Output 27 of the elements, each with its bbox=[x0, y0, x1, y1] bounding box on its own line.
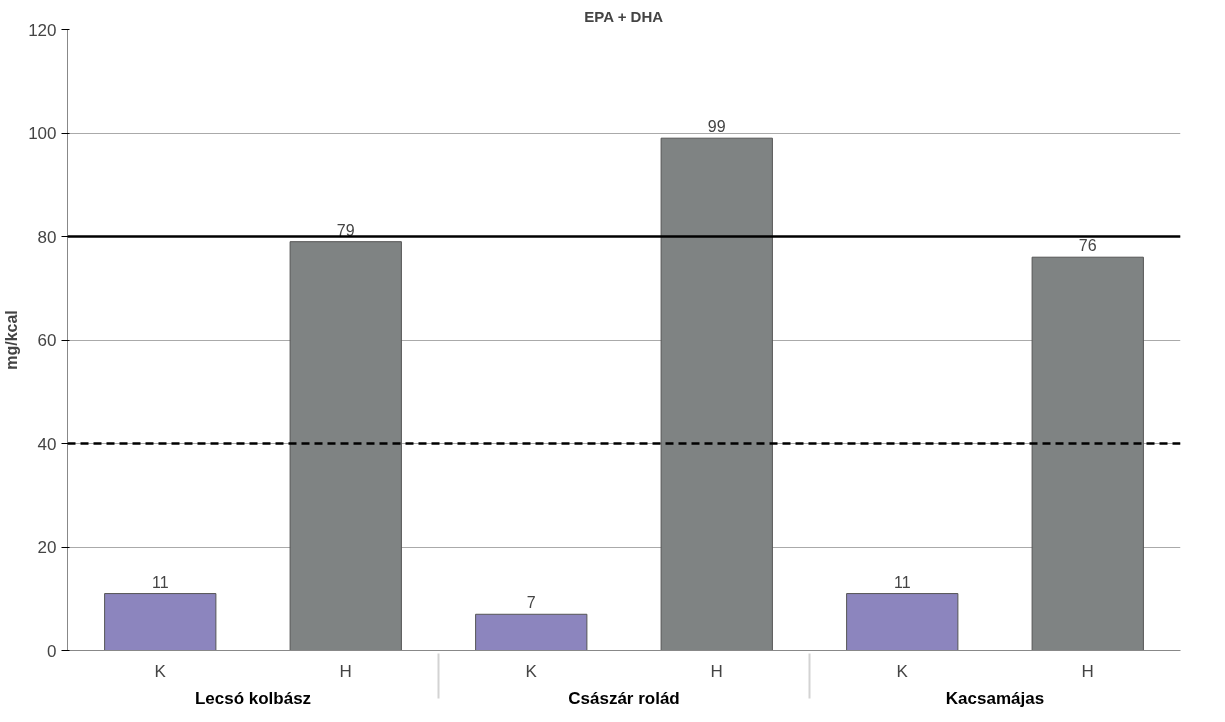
y-tick-label: 40 bbox=[37, 434, 57, 454]
x-tick-label: H bbox=[1081, 661, 1094, 681]
chart-title: EPA + DHA bbox=[584, 7, 664, 25]
text: Császár rolád bbox=[568, 688, 680, 708]
y-tick-label: 0 bbox=[47, 641, 57, 661]
bar bbox=[846, 593, 959, 651]
data-label: 11 bbox=[893, 573, 911, 591]
bar bbox=[475, 613, 588, 651]
data-label: 76 bbox=[1078, 237, 1097, 255]
bar bbox=[104, 593, 217, 651]
data-label: 99 bbox=[707, 118, 726, 136]
y-tick-label: 60 bbox=[37, 331, 57, 350]
x-tick-label: H bbox=[339, 661, 352, 681]
data-label: 11 bbox=[151, 573, 169, 591]
x-tick-label: H bbox=[710, 661, 723, 681]
y-axis-title: mg/kcal bbox=[3, 310, 21, 370]
data-label: 79 bbox=[336, 221, 355, 239]
text: Lecsó kolbász bbox=[194, 688, 312, 708]
y-tick-label: 20 bbox=[37, 538, 57, 557]
y-tick-label: 80 bbox=[37, 227, 57, 247]
data-label: 7 bbox=[526, 594, 536, 612]
y-tick-label: 120 bbox=[28, 20, 57, 40]
x-tick-label: K bbox=[896, 661, 909, 681]
y-tick-label: 100 bbox=[28, 124, 57, 143]
x-tick-label: K bbox=[525, 661, 538, 681]
text: Kacsamájas bbox=[945, 688, 1045, 708]
x-tick-label: K bbox=[154, 661, 167, 681]
